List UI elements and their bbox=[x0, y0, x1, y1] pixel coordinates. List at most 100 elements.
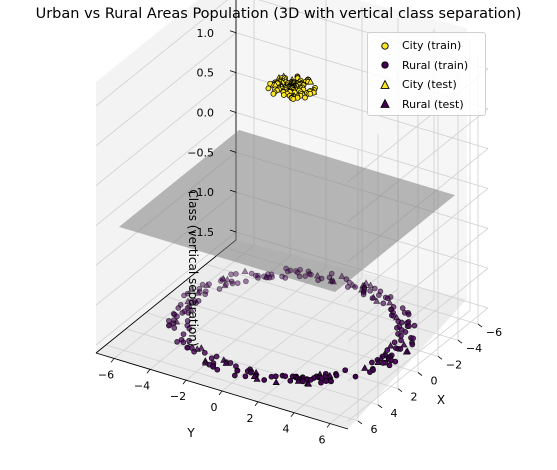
point-rural-train bbox=[247, 369, 254, 376]
point-rural-train bbox=[210, 363, 216, 370]
point-rural-test bbox=[194, 289, 202, 296]
gridline-y-floor bbox=[329, 310, 471, 424]
point-rural-train bbox=[323, 378, 329, 384]
point-rural-train bbox=[405, 311, 412, 318]
point-rural-train bbox=[402, 329, 409, 335]
point-rural-train bbox=[165, 322, 172, 329]
legend-item-rural-train: Rural (train) bbox=[374, 56, 485, 76]
point-rural-train bbox=[369, 295, 376, 302]
point-rural-train bbox=[398, 337, 404, 344]
point-rural-train bbox=[282, 373, 289, 380]
point-rural-train bbox=[219, 276, 226, 283]
point-rural-train bbox=[282, 275, 289, 281]
point-rural-train bbox=[306, 271, 313, 277]
separating-plane bbox=[119, 130, 455, 293]
z-tick-mark bbox=[229, 110, 237, 113]
point-rural-test bbox=[304, 380, 313, 387]
point-rural-test bbox=[374, 358, 382, 365]
point-rural-train bbox=[344, 284, 351, 290]
y-tick-mark bbox=[290, 412, 295, 417]
point-rural-train bbox=[287, 377, 294, 384]
point-rural-test bbox=[294, 377, 302, 384]
y-tick-mark bbox=[146, 369, 151, 374]
point-rural-train bbox=[342, 367, 349, 374]
legend: City (train) Rural (train) City (test) R… bbox=[367, 32, 486, 116]
point-rural-train bbox=[380, 360, 386, 366]
point-rural-train bbox=[252, 272, 259, 279]
gridline-x-floor bbox=[105, 344, 359, 422]
point-rural-test bbox=[219, 274, 227, 282]
point-city-train bbox=[280, 92, 287, 98]
point-rural-train bbox=[391, 339, 398, 346]
point-rural-train bbox=[283, 265, 289, 272]
gridline-z-left bbox=[95, 112, 237, 226]
legend-label: City (train) bbox=[402, 39, 462, 53]
point-rural-train bbox=[193, 300, 199, 306]
point-rural-train bbox=[228, 271, 234, 278]
point-rural-train bbox=[255, 275, 261, 281]
point-rural-test bbox=[250, 372, 258, 379]
gridline-z-left bbox=[95, 72, 237, 186]
point-rural-train bbox=[186, 325, 193, 332]
gridline-z-back bbox=[347, 188, 489, 302]
point-rural-train bbox=[399, 305, 406, 311]
point-rural-train bbox=[360, 291, 367, 298]
y-tick-mark bbox=[326, 423, 331, 428]
point-rural-train bbox=[227, 360, 234, 366]
point-rural-train bbox=[296, 273, 303, 280]
point-rural-test bbox=[221, 281, 229, 289]
point-city-train bbox=[290, 96, 297, 102]
point-rural-train bbox=[261, 273, 267, 280]
point-rural-train bbox=[263, 274, 270, 281]
point-rural-test bbox=[223, 275, 232, 283]
x-tick-label: −4 bbox=[466, 342, 482, 355]
point-rural-train bbox=[174, 338, 180, 345]
point-rural-train bbox=[199, 281, 206, 288]
z-tick-mark bbox=[229, 149, 237, 153]
point-rural-train bbox=[214, 366, 221, 373]
y-tick-mark bbox=[218, 390, 223, 396]
point-rural-train bbox=[175, 305, 182, 311]
point-rural-test bbox=[366, 281, 375, 289]
point-rural-test bbox=[272, 378, 280, 385]
y-axis-line bbox=[95, 239, 237, 354]
chart-title: Urban vs Rural Areas Population (3D with… bbox=[35, 6, 522, 22]
point-rural-train bbox=[367, 287, 373, 294]
point-rural-test bbox=[402, 348, 411, 355]
point-rural-train bbox=[206, 281, 212, 288]
point-rural-train bbox=[318, 379, 324, 386]
point-rural-train bbox=[216, 286, 223, 292]
point-rural-train bbox=[266, 274, 273, 281]
point-rural-train bbox=[179, 310, 186, 316]
point-rural-train bbox=[185, 309, 192, 316]
point-rural-train bbox=[248, 270, 255, 277]
x-tick-mark bbox=[477, 323, 483, 328]
x-axis-label: X bbox=[437, 393, 445, 407]
left-wall-pane bbox=[96, 0, 236, 353]
point-rural-train bbox=[333, 372, 340, 379]
point-rural-train bbox=[201, 349, 208, 356]
point-rural-train bbox=[186, 337, 192, 344]
gridline-x-floor bbox=[125, 328, 379, 406]
point-city-train bbox=[270, 90, 277, 97]
x-tick-label: 0 bbox=[431, 375, 438, 388]
point-rural-train bbox=[384, 295, 391, 302]
x-tick-label: −6 bbox=[486, 326, 502, 339]
y-tick-label: 4 bbox=[283, 423, 290, 436]
point-rural-test bbox=[241, 267, 249, 275]
z-tick-label: 0.0 bbox=[197, 107, 215, 120]
legend-item-rural-test: Rural (test) bbox=[374, 95, 485, 115]
x-tick-label: −2 bbox=[446, 358, 462, 371]
point-rural-train bbox=[411, 322, 418, 329]
z-tick-mark bbox=[229, 229, 237, 233]
point-rural-train bbox=[308, 271, 314, 278]
gridline-z-back bbox=[347, 307, 489, 422]
point-rural-test bbox=[400, 340, 408, 348]
point-rural-train bbox=[255, 272, 261, 279]
point-rural-test bbox=[222, 359, 230, 366]
point-rural-train bbox=[284, 268, 291, 275]
circle-marker-icon bbox=[381, 42, 389, 50]
point-rural-train bbox=[307, 376, 314, 383]
point-rural-test bbox=[361, 364, 369, 371]
point-city-train bbox=[265, 85, 272, 92]
